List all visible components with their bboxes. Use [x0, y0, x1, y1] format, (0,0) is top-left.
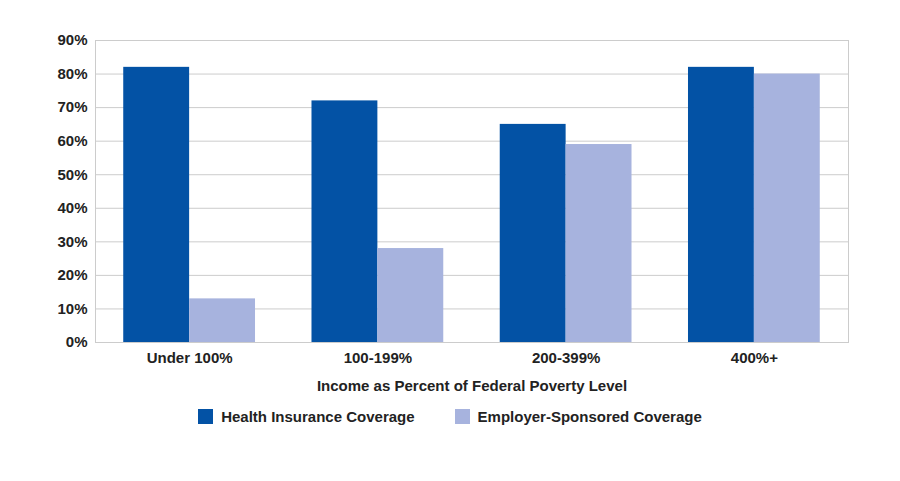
svg-text:Income as Percent of Federal P: Income as Percent of Federal Poverty Lev…: [317, 377, 627, 394]
svg-text:200-399%: 200-399%: [532, 349, 600, 366]
svg-text:60%: 60%: [57, 132, 87, 149]
svg-text:50%: 50%: [57, 166, 87, 183]
svg-text:Under 100%: Under 100%: [147, 349, 233, 366]
svg-text:80%: 80%: [57, 65, 87, 82]
svg-text:70%: 70%: [57, 98, 87, 115]
svg-text:0%: 0%: [66, 333, 88, 350]
html-text:Health Insurance Coverage: Health Insurance Coverage: [221, 408, 415, 425]
svg-text:400%+: 400%+: [731, 349, 778, 366]
svg-text:30%: 30%: [57, 233, 87, 250]
svg-text:90%: 90%: [57, 31, 87, 48]
html-text:Employer-Sponsored Coverage: Employer-Sponsored Coverage: [477, 408, 702, 425]
svg-text:20%: 20%: [57, 266, 87, 283]
svg-text:100-199%: 100-199%: [344, 349, 412, 366]
svg-text:40%: 40%: [57, 199, 87, 216]
svg-text:10%: 10%: [57, 300, 87, 317]
